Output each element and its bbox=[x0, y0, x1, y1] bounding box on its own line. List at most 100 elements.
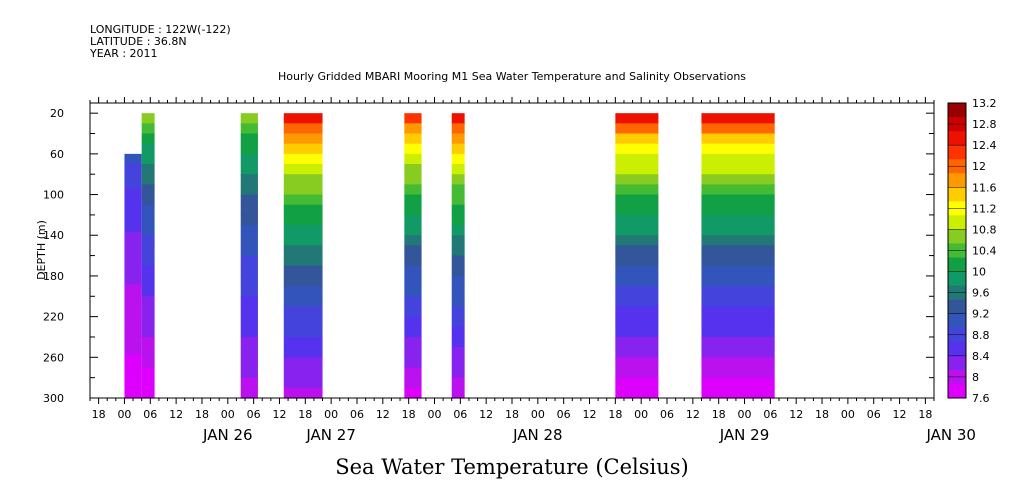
data-cell bbox=[615, 357, 659, 369]
data-cell bbox=[615, 255, 659, 267]
data-cell bbox=[615, 336, 659, 348]
data-cell bbox=[283, 286, 323, 297]
x-hour-tick-label: 00 bbox=[531, 408, 545, 421]
data-cell bbox=[283, 235, 323, 247]
x-hour-tick-label: 12 bbox=[893, 408, 907, 421]
data-cell bbox=[404, 153, 422, 165]
y-tick-label: 60 bbox=[50, 148, 64, 161]
colorbar-swatch bbox=[948, 299, 966, 315]
data-cell bbox=[283, 113, 323, 124]
data-cell bbox=[283, 316, 323, 328]
data-cell bbox=[615, 204, 659, 216]
data-cell bbox=[451, 296, 465, 308]
data-cell bbox=[451, 245, 465, 257]
x-day-label: JAN 29 bbox=[719, 426, 770, 444]
data-cell bbox=[124, 380, 142, 390]
data-cell bbox=[141, 347, 155, 358]
data-cell bbox=[124, 302, 142, 312]
data-cell bbox=[615, 123, 659, 135]
x-hour-tick-label: 18 bbox=[815, 408, 829, 421]
year-label: YEAR : 2011 bbox=[90, 47, 158, 60]
data-cell bbox=[404, 245, 422, 257]
data-cell bbox=[124, 241, 142, 251]
data-cell bbox=[283, 164, 323, 175]
data-cell bbox=[283, 214, 323, 226]
data-cell bbox=[124, 223, 142, 233]
data-cell bbox=[701, 194, 775, 206]
x-hour-tick-label: 00 bbox=[117, 408, 131, 421]
data-cell bbox=[404, 326, 422, 338]
data-cell bbox=[451, 347, 465, 358]
colorbar-swatch bbox=[948, 159, 966, 174]
x-hour-tick-label: 00 bbox=[427, 408, 441, 421]
data-cell bbox=[701, 265, 775, 277]
data-cell bbox=[404, 275, 422, 287]
data-cell bbox=[404, 347, 422, 358]
data-cell bbox=[283, 377, 323, 389]
y-tick-label: 260 bbox=[43, 351, 64, 364]
data-cell bbox=[240, 214, 258, 226]
data-cell bbox=[615, 235, 659, 247]
x-hour-tick-label: 00 bbox=[841, 408, 855, 421]
data-cell bbox=[283, 245, 323, 257]
data-cell bbox=[701, 347, 775, 358]
data-cell bbox=[451, 204, 465, 216]
data-cell bbox=[701, 286, 775, 297]
data-cell bbox=[615, 113, 659, 124]
data-cell bbox=[404, 316, 422, 328]
data-cell bbox=[124, 171, 142, 181]
data-cell bbox=[451, 367, 465, 379]
data-cell bbox=[451, 336, 465, 348]
data-cell bbox=[701, 235, 775, 247]
x-hour-tick-label: 18 bbox=[195, 408, 209, 421]
data-cell bbox=[451, 316, 465, 328]
x-hour-tick-label: 18 bbox=[712, 408, 726, 421]
data-cell bbox=[404, 194, 422, 206]
colorbar-tick-label: 9.6 bbox=[972, 287, 990, 300]
data-cell bbox=[283, 347, 323, 358]
data-cell bbox=[283, 133, 323, 145]
data-cell bbox=[615, 306, 659, 318]
x-hour-tick-label: 06 bbox=[867, 408, 881, 421]
data-cell bbox=[404, 214, 422, 226]
data-cell bbox=[404, 306, 422, 318]
data-cell bbox=[404, 174, 422, 185]
colorbar-swatch bbox=[948, 117, 966, 132]
data-cell bbox=[404, 143, 422, 155]
data-cell bbox=[615, 164, 659, 175]
colorbar-tick-label: 8.8 bbox=[972, 329, 990, 342]
data-cell bbox=[124, 162, 142, 172]
data-cell bbox=[141, 255, 155, 267]
colorbar-swatch bbox=[948, 103, 966, 118]
x-day-label: JAN 27 bbox=[305, 426, 356, 444]
data-cell bbox=[404, 387, 422, 399]
data-cell bbox=[283, 123, 323, 135]
colorbar-swatch bbox=[948, 131, 966, 146]
data-cell bbox=[451, 235, 465, 247]
colorbar-tick-label: 12.4 bbox=[972, 139, 997, 152]
colorbar-swatch bbox=[948, 383, 966, 399]
x-hour-tick-label: 18 bbox=[505, 408, 519, 421]
data-cell bbox=[615, 347, 659, 358]
data-cell bbox=[283, 143, 323, 155]
colorbar-swatch bbox=[948, 355, 966, 371]
colorbar-swatch bbox=[948, 271, 966, 287]
x-hour-tick-label: 18 bbox=[298, 408, 312, 421]
data-cell bbox=[701, 387, 775, 399]
data-cell bbox=[615, 326, 659, 338]
data-cell bbox=[451, 184, 465, 196]
y-tick-label: 100 bbox=[43, 189, 64, 202]
data-cell bbox=[404, 184, 422, 196]
data-cell bbox=[141, 357, 155, 369]
data-cell bbox=[283, 336, 323, 348]
data-cell bbox=[283, 387, 323, 399]
colorbar-tick-label: 11.2 bbox=[972, 202, 997, 215]
data-cell bbox=[701, 306, 775, 318]
data-cell bbox=[124, 267, 142, 277]
data-cell bbox=[701, 113, 775, 124]
y-tick-label: 220 bbox=[43, 311, 64, 324]
data-cell bbox=[615, 316, 659, 328]
data-cell bbox=[240, 225, 258, 236]
data-cell bbox=[701, 255, 775, 267]
x-hour-tick-label: 12 bbox=[686, 408, 700, 421]
